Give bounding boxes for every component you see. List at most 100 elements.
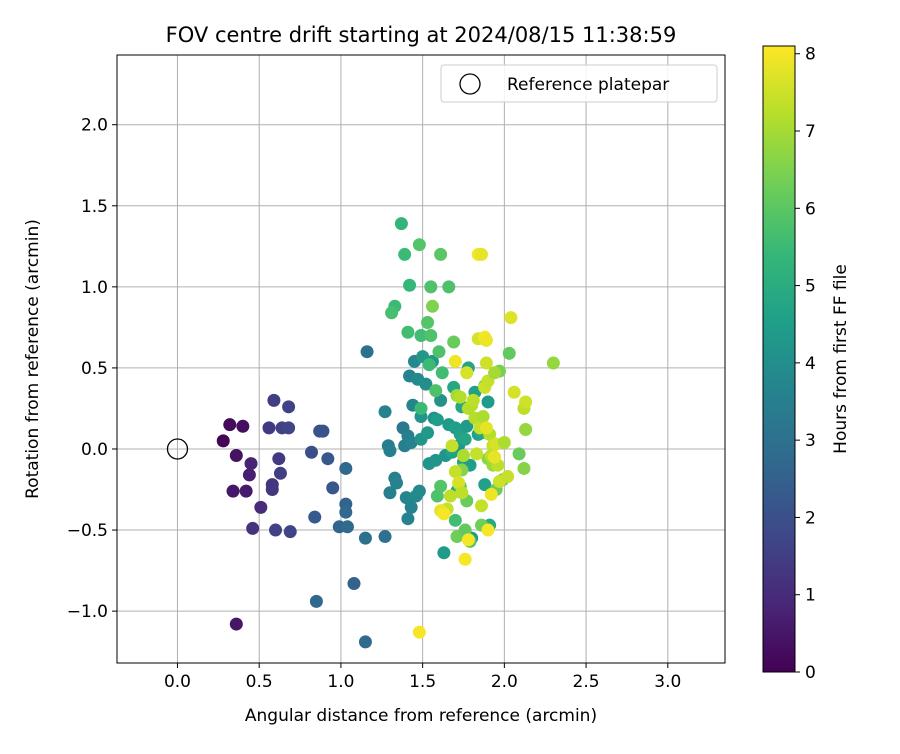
data-point: [461, 533, 475, 547]
data-point: [239, 484, 253, 498]
x-tick-label: 2.0: [491, 672, 518, 692]
x-tick-label: 1.0: [327, 672, 354, 692]
data-point: [497, 435, 511, 449]
colorbar-tick-label: 6: [805, 199, 816, 219]
data-point: [434, 479, 448, 493]
data-point: [282, 400, 296, 414]
data-point: [304, 445, 318, 459]
y-tick-label: 1.0: [81, 278, 108, 298]
data-point: [445, 439, 459, 453]
data-point: [378, 530, 392, 544]
data-point: [401, 325, 415, 339]
data-point: [321, 452, 335, 466]
data-point: [517, 461, 531, 475]
data-point: [360, 345, 374, 359]
data-point: [501, 470, 515, 484]
data-point: [403, 278, 417, 292]
data-point: [481, 395, 495, 409]
data-point: [424, 280, 438, 294]
data-point: [404, 435, 418, 449]
data-point: [512, 447, 526, 461]
data-point: [476, 410, 490, 424]
data-point: [448, 513, 462, 527]
data-point: [479, 333, 493, 347]
data-point: [479, 356, 493, 370]
data-point: [308, 510, 322, 524]
colorbar-tick-label: 3: [805, 431, 816, 451]
data-point: [394, 217, 408, 231]
data-point: [470, 447, 484, 461]
data-point: [474, 499, 488, 513]
data-point: [447, 335, 461, 349]
data-point: [229, 448, 243, 462]
data-point: [421, 316, 435, 330]
data-point: [326, 481, 340, 495]
colorbar-tick-label: 2: [805, 508, 816, 528]
x-tick-label: 3.0: [654, 672, 681, 692]
data-point: [435, 366, 449, 380]
data-point: [424, 328, 438, 342]
y-axis-label: Rotation from reference (arcmin): [23, 219, 43, 499]
data-point: [414, 328, 428, 342]
data-point: [265, 483, 279, 497]
data-point: [437, 507, 451, 521]
data-point: [412, 238, 426, 252]
legend-marker: [459, 73, 481, 95]
data-point: [404, 500, 418, 514]
data-point: [460, 419, 474, 433]
data-point: [443, 489, 457, 503]
legend-box: [440, 64, 718, 103]
data-point: [504, 311, 518, 325]
data-point: [283, 525, 297, 539]
plot-frame: [116, 54, 726, 664]
data-point: [546, 356, 560, 370]
colorbar-tick-label: 8: [805, 45, 816, 65]
data-point: [389, 476, 403, 490]
y-tick-label: 0.5: [81, 359, 108, 379]
data-point: [378, 405, 392, 419]
data-point: [223, 418, 237, 432]
data-point: [226, 484, 240, 498]
data-point: [434, 247, 448, 261]
x-tick-label: 0.5: [246, 672, 273, 692]
data-point: [437, 546, 451, 560]
data-point: [412, 484, 426, 498]
colorbar-tick-label: 7: [805, 122, 816, 142]
data-point: [399, 491, 413, 505]
colorbar-tick-label: 5: [805, 277, 816, 297]
data-point: [242, 468, 256, 482]
chart-title: FOV centre drift starting at 2024/08/15 …: [166, 23, 677, 47]
y-tick-label: 1.5: [81, 197, 108, 217]
y-tick-label: −1.0: [67, 602, 108, 622]
data-point: [458, 432, 472, 446]
data-point: [448, 354, 462, 368]
colorbar-tick-label: 1: [805, 586, 816, 606]
colorbar-frame: [762, 45, 796, 673]
data-point: [244, 457, 258, 471]
colorbar-gradient: [763, 46, 795, 672]
data-point: [448, 465, 462, 479]
data-point: [254, 500, 268, 514]
data-point: [358, 635, 372, 649]
y-tick-label: 0.0: [81, 440, 108, 460]
data-point: [383, 486, 397, 500]
colorbar: 0 1 2 3 4 5 6 7 8 Hours from first FF file: [762, 45, 851, 683]
data-point: [425, 299, 439, 313]
data-point: [502, 346, 516, 360]
data-point: [414, 401, 428, 415]
x-tick-label: 2.5: [573, 672, 600, 692]
data-point: [488, 366, 502, 380]
data-point: [272, 452, 286, 466]
data-point: [282, 421, 296, 435]
data-point: [422, 358, 436, 372]
data-point: [429, 384, 443, 398]
colorbar-ticks: 0 1 2 3 4 5 6 7 8: [795, 45, 816, 683]
data-point: [412, 625, 426, 639]
data-point: [216, 434, 230, 448]
data-point: [419, 377, 433, 391]
data-point: [430, 413, 444, 427]
data-point: [519, 395, 533, 409]
legend: Reference platepar: [440, 64, 718, 103]
y-axis-ticks: −1.0 −0.5 0.0 0.5 1.0 1.5 2.0: [67, 116, 117, 622]
